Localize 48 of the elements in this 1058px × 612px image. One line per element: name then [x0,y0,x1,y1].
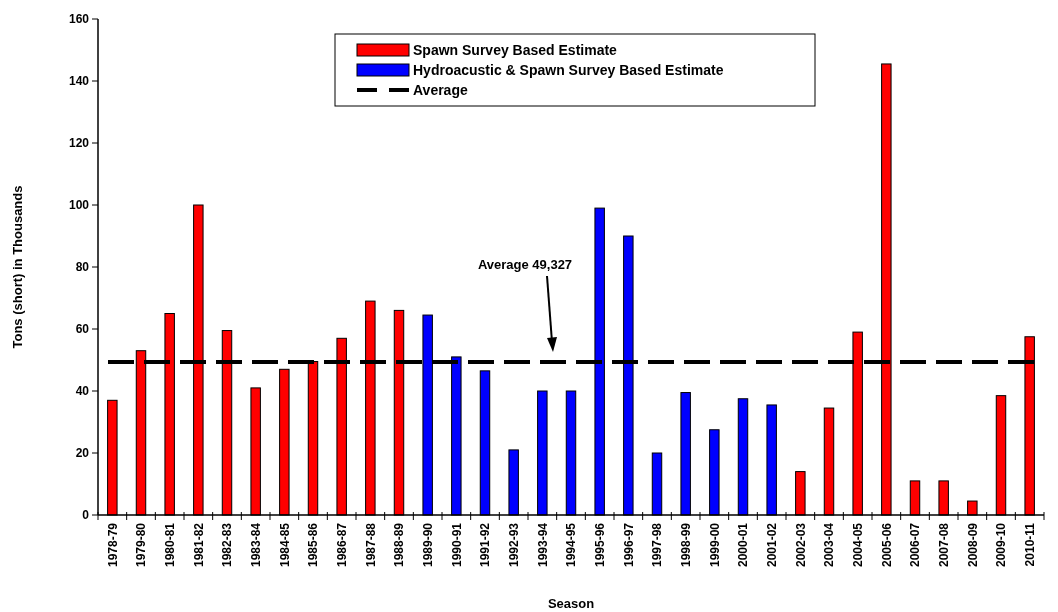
x-tick-label: 1994-95 [564,522,579,568]
x-tick-label: 2007-08 [936,522,951,568]
y-axis-title: Tons (short) in Thousands [10,185,25,349]
x-tick-label: 2002-03 [793,522,808,568]
y-tick-label: 0 [82,508,90,523]
legend-label: Hydroacustic & Spawn Survey Based Estimate [413,61,724,78]
y-tick-label: 60 [75,322,90,337]
x-tick-label: 1982-83 [220,522,235,568]
x-tick-label: 1981-82 [191,522,206,568]
x-tick-label: 1990-91 [449,522,464,568]
legend-label: Average [413,81,468,98]
y-tick-label: 100 [68,198,90,213]
y-tick-label: 20 [75,446,90,461]
y-tick-label: 120 [68,136,90,151]
annotation: Average 49,327 [477,256,573,272]
x-tick-label: 1995-96 [592,522,607,568]
x-tick-label: 1986-87 [334,522,349,568]
x-tick-label: 1993-94 [535,522,550,568]
x-tick-label: 2009-10 [994,522,1009,568]
x-tick-label: 1989-90 [420,522,435,568]
x-tick-label: 2010-11 [1022,522,1037,567]
x-tick-label: 1996-97 [621,522,636,568]
y-tick-label: 80 [75,260,90,275]
x-tick-label: 2006-07 [908,522,923,568]
x-tick-label: 2008-09 [965,522,980,568]
x-tick-label: 1984-85 [277,522,292,568]
x-tick-label: 1983-84 [248,522,263,568]
x-tick-label: 2000-01 [736,522,751,568]
x-tick-label: 1988-89 [392,522,407,568]
x-tick-label: 1985-86 [306,522,321,568]
legend-label: Spawn Survey Based Estimate [413,41,618,58]
x-tick-label: 2003-04 [822,522,837,568]
x-tick-label: 1992-93 [506,522,521,568]
x-tick-label: 1997-98 [650,522,665,568]
y-tick-label: 140 [68,74,90,89]
x-tick-label: 1991-92 [478,522,493,568]
x-axis-title: Season [547,596,595,611]
x-tick-label: 2005-06 [879,522,894,568]
x-tick-label: 1980-81 [162,522,177,568]
x-tick-label: 2001-02 [764,522,779,568]
x-tick-label: 1978-79 [105,522,120,568]
x-tick-label: 2004-05 [850,522,865,568]
x-tick-label: 1998-99 [678,522,693,568]
x-tick-label: 1979-80 [134,522,149,568]
x-tick-label: 1999-00 [707,522,722,568]
x-tick-label: 1987-88 [363,522,378,568]
y-tick-label: 40 [75,384,90,399]
y-tick-label: 160 [68,12,90,27]
